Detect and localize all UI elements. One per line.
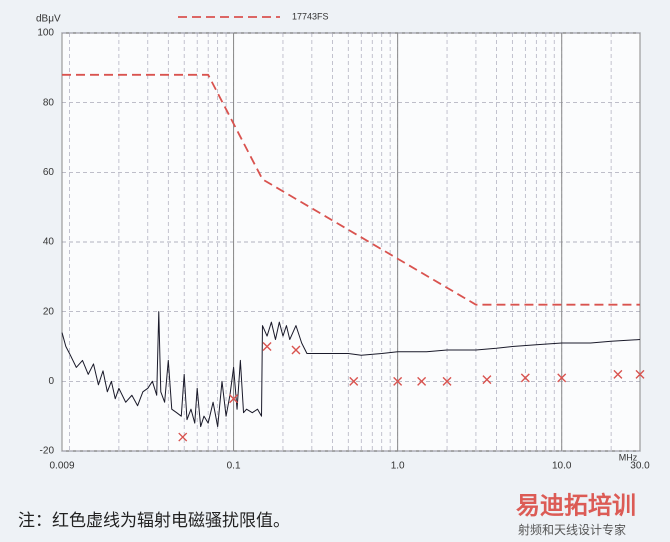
y-tick-label: 20 <box>43 306 55 317</box>
x-marker <box>442 376 452 386</box>
y-tick-label: 60 <box>43 167 55 178</box>
x-tick-label: 30.0 <box>630 461 650 472</box>
x-marker <box>520 373 530 383</box>
x-marker <box>393 376 403 386</box>
y-tick-label: -20 <box>40 446 55 457</box>
y-tick-label: 80 <box>43 97 55 108</box>
watermark-slogan: 射频和天线设计专家 <box>518 522 626 537</box>
x-marker <box>417 376 427 386</box>
x-marker <box>349 376 359 386</box>
x-marker <box>178 432 188 442</box>
trace-line <box>61 311 641 428</box>
y-tick-label: 0 <box>48 376 54 387</box>
limit-line <box>62 73 640 306</box>
x-axis-label: MHz <box>619 452 638 462</box>
x-marker <box>229 394 239 404</box>
x-tick-label: 10.0 <box>552 461 572 472</box>
y-axis-label: dBμV <box>36 14 61 25</box>
y-tick-label: 100 <box>37 28 54 39</box>
watermark-brand: 易迪拓培训 <box>516 491 636 519</box>
caption: 注：红色虚线为辐射电磁骚扰限值。 <box>18 511 290 531</box>
y-tick-label: 40 <box>43 237 55 248</box>
x-marker <box>482 375 492 385</box>
x-tick-label: 0.009 <box>49 461 74 472</box>
x-tick-label: 1.0 <box>391 461 405 472</box>
x-marker <box>291 345 301 355</box>
x-marker <box>635 369 645 379</box>
x-marker <box>613 369 623 379</box>
x-tick-label: 0.1 <box>227 461 241 472</box>
x-marker <box>262 342 272 351</box>
legend-label: 17743FS <box>292 11 329 21</box>
x-marker <box>557 373 567 383</box>
